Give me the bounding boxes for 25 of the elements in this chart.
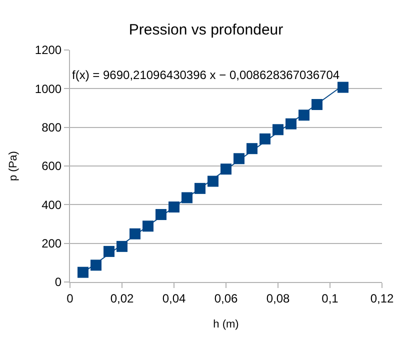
point [272, 124, 284, 136]
x-tick-label: 0,02 [110, 291, 134, 306]
point [338, 82, 348, 93]
y-tick-label: 1200 [34, 43, 62, 58]
y-axis-title: p (Pa) [8, 151, 20, 181]
point [260, 133, 270, 144]
x-tick-label: 0,04 [162, 291, 186, 306]
x-tick-label: 0 [66, 291, 74, 306]
x-tick-label: 0,06 [214, 291, 238, 306]
point [78, 266, 88, 278]
y-tick-label: 800 [42, 120, 62, 135]
y-tick-label: 200 [42, 236, 62, 251]
y-tick-label: 400 [42, 198, 62, 212]
y-tick-label: 0 [54, 275, 62, 290]
y-tick-label: 1000 [34, 82, 62, 96]
chart-title: Pression vs profondeur [128, 21, 284, 38]
point [208, 176, 218, 187]
point [246, 143, 258, 154]
point [104, 246, 114, 257]
x-tick-label: 0,12 [370, 291, 394, 306]
y-tick-label: 600 [42, 159, 62, 174]
x-axis-title: h (m) [213, 318, 239, 331]
annotation: f(x) = 9690,21096430396 x − 0,008628367036704 [72, 68, 340, 82]
x-tick-label: 0,08 [266, 291, 290, 306]
x-tick-label: 0,1 [322, 291, 339, 306]
